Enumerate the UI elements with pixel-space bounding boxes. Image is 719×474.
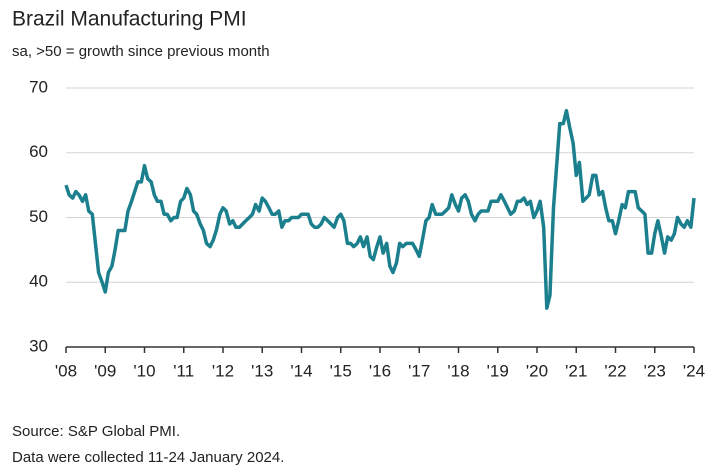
x-tick-label: '20	[526, 361, 548, 380]
pmi-line	[64, 108, 696, 310]
x-tick-label: '15	[330, 361, 352, 380]
x-tick-label: '17	[408, 361, 430, 380]
chart-title: Brazil Manufacturing PMI	[12, 8, 247, 31]
chart-subtitle: sa, >50 = growth since previous month	[12, 43, 270, 60]
y-tick-label: 40	[29, 272, 48, 291]
x-tick-label: '09	[94, 361, 116, 380]
x-tick-label: '23	[644, 361, 666, 380]
x-tick-label: '21	[565, 361, 587, 380]
x-tick-label: '12	[212, 361, 234, 380]
x-tick-label: '10	[133, 361, 155, 380]
x-tick-label: '22	[604, 361, 626, 380]
x-tick-label: '16	[369, 361, 391, 380]
source-note: Source: S&P Global PMI.	[12, 423, 180, 440]
x-tick-label: '14	[290, 361, 312, 380]
x-tick-label: '11	[173, 361, 194, 380]
y-tick-label: 60	[29, 142, 48, 161]
y-tick-label: 70	[29, 77, 48, 96]
y-tick-label: 50	[29, 207, 48, 226]
x-tick-label: '08	[55, 361, 77, 380]
x-tick-label: '18	[447, 361, 469, 380]
x-tick-label: '13	[251, 361, 273, 380]
y-tick-label: 30	[29, 336, 48, 355]
collection-note: Data were collected 11-24 January 2024.	[12, 449, 284, 466]
x-tick-label: '24	[683, 361, 705, 380]
x-tick-label: '19	[487, 361, 509, 380]
